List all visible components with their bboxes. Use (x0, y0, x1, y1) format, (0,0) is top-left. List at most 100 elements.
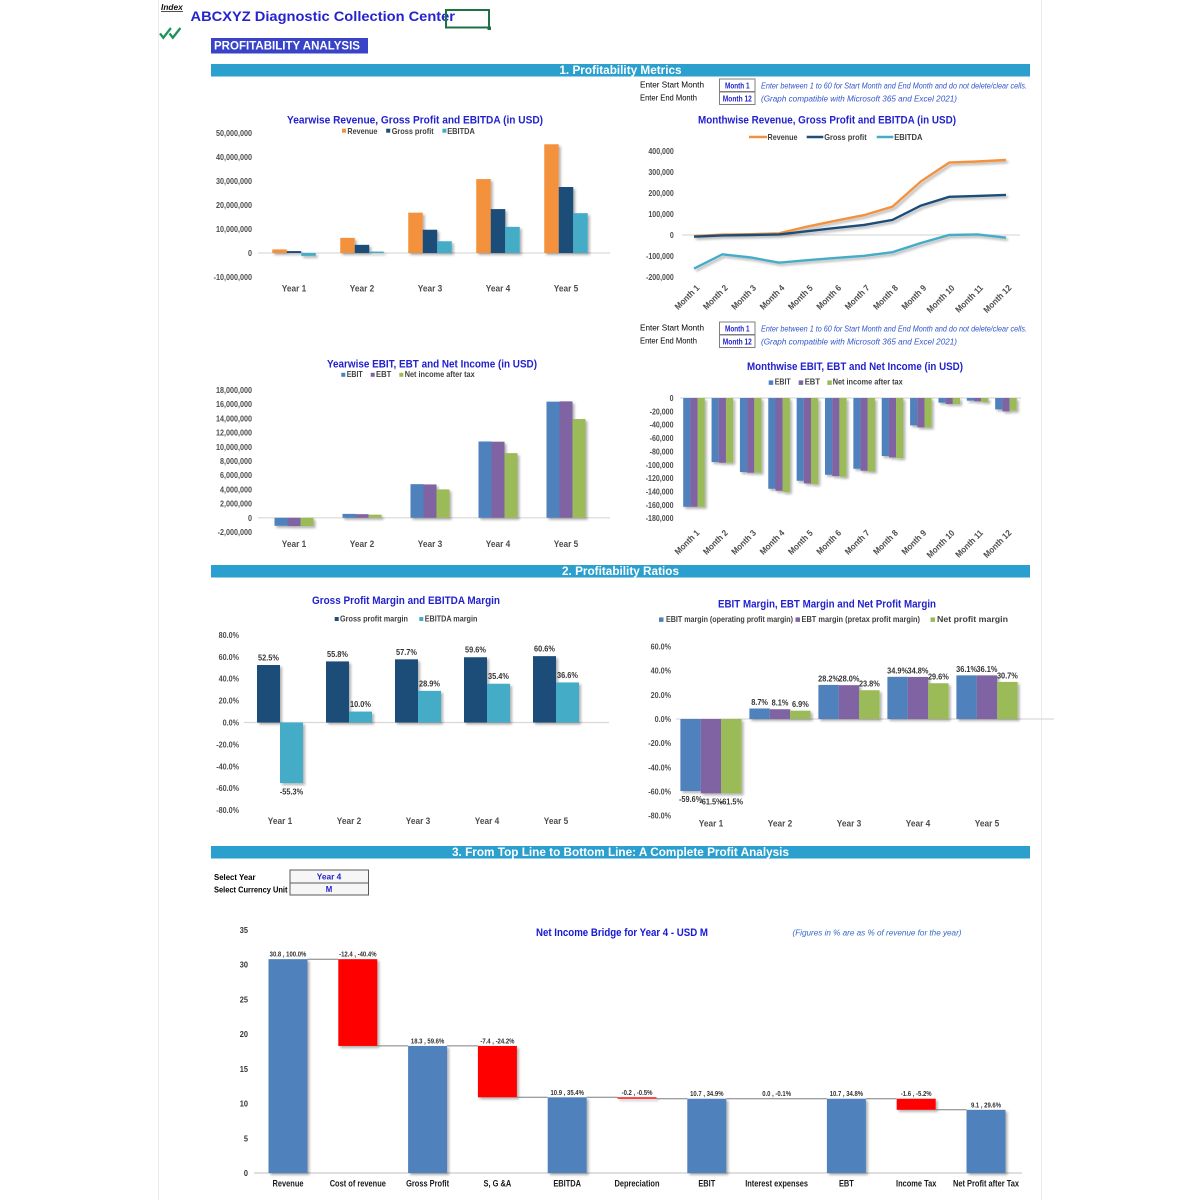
svg-text:52.5%: 52.5% (258, 654, 280, 663)
svg-text:-20.0%: -20.0% (216, 740, 239, 749)
svg-text:40.0%: 40.0% (651, 667, 672, 676)
svg-text:Month 12: Month 12 (981, 528, 1013, 560)
svg-text:Enter between 1 to 60 for Star: Enter between 1 to 60 for Start Month an… (761, 325, 1027, 334)
svg-text:Month 11: Month 11 (953, 528, 985, 560)
svg-text:Year 5: Year 5 (554, 284, 579, 294)
svg-text:9.1 , 29.6%: 9.1 , 29.6% (971, 1100, 1002, 1109)
svg-text:Month 1: Month 1 (725, 324, 750, 334)
svg-text:Month 1: Month 1 (725, 81, 750, 91)
svg-text:Select Year: Select Year (214, 872, 256, 882)
svg-text:EBITDA: EBITDA (447, 127, 475, 136)
svg-text:-60.0%: -60.0% (216, 784, 239, 793)
svg-text:EBIT margin (operating profit: EBIT margin (operating profit margin) (666, 615, 793, 624)
svg-text:30.7%: 30.7% (997, 671, 1019, 680)
svg-text:Year 4: Year 4 (906, 819, 931, 829)
svg-text:Index: Index (161, 2, 184, 12)
svg-text:Gross Profit: Gross Profit (406, 1179, 449, 1189)
svg-text:15: 15 (240, 1065, 249, 1074)
svg-text:Year 5: Year 5 (544, 816, 569, 826)
svg-text:2,000,000: 2,000,000 (220, 500, 252, 509)
svg-text:Year 4: Year 4 (486, 284, 511, 294)
svg-text:-10,000,000: -10,000,000 (214, 273, 253, 282)
svg-text:Year 3: Year 3 (418, 539, 443, 549)
svg-text:10.7 , 34.8%: 10.7 , 34.8% (830, 1089, 864, 1098)
svg-text:20.0%: 20.0% (651, 691, 672, 700)
svg-text:6,000,000: 6,000,000 (220, 471, 252, 480)
svg-text:EBITDA: EBITDA (894, 133, 922, 142)
svg-text:300,000: 300,000 (648, 168, 674, 177)
svg-text:Year 2: Year 2 (337, 816, 362, 826)
svg-text:59.6%: 59.6% (465, 646, 487, 655)
svg-text:Income Tax: Income Tax (896, 1179, 936, 1189)
svg-text:0.0 , -0.1%: 0.0 , -0.1% (762, 1089, 791, 1098)
svg-text:0: 0 (244, 1169, 248, 1178)
svg-text:8.7%: 8.7% (751, 698, 768, 707)
svg-text:23.8%: 23.8% (859, 680, 881, 689)
svg-text:Revenue: Revenue (768, 133, 798, 142)
svg-text:-60.0%: -60.0% (648, 788, 671, 797)
svg-text:36.6%: 36.6% (557, 671, 579, 680)
svg-text:20: 20 (240, 1030, 249, 1039)
svg-text:28.0%: 28.0% (839, 675, 861, 684)
svg-text:-61.5%: -61.5% (720, 797, 744, 806)
svg-text:Revenue: Revenue (347, 127, 377, 136)
svg-text:Month 2: Month 2 (701, 528, 730, 557)
svg-text:Yearwise Revenue, Gross Profit: Yearwise Revenue, Gross Profit and EBITD… (287, 115, 543, 127)
svg-text:-140,000: -140,000 (646, 487, 674, 496)
svg-text:10.0%: 10.0% (350, 700, 372, 709)
svg-text:EBIT: EBIT (775, 378, 791, 387)
svg-text:-7.4 , -24.2%: -7.4 , -24.2% (480, 1036, 515, 1045)
svg-text:-100,000: -100,000 (646, 461, 674, 470)
svg-text:Net profit margin: Net profit margin (937, 615, 1008, 624)
svg-text:Gross profit: Gross profit (824, 133, 867, 142)
svg-text:5: 5 (244, 1134, 248, 1143)
svg-text:Month 8: Month 8 (871, 528, 900, 557)
svg-text:EBIT Margin, EBT Margin and Ne: EBIT Margin, EBT Margin and Net Profit M… (718, 599, 936, 611)
svg-text:3. From Top Line to Bottom Lin: 3. From Top Line to Bottom Line: A Compl… (452, 845, 789, 859)
svg-text:10: 10 (240, 1100, 249, 1109)
svg-text:Year 1: Year 1 (699, 819, 724, 829)
svg-text:Year 5: Year 5 (975, 819, 1000, 829)
svg-text:(Figures in % are as % of reve: (Figures in % are as % of revenue for th… (793, 928, 962, 937)
svg-text:40,000,000: 40,000,000 (216, 153, 252, 162)
svg-text:34.9%: 34.9% (887, 666, 909, 675)
svg-text:-12.4 , -40.4%: -12.4 , -40.4% (339, 950, 377, 959)
svg-text:0.0%: 0.0% (655, 715, 672, 724)
svg-text:36.1%: 36.1% (956, 665, 978, 674)
svg-text:EBITDA: EBITDA (553, 1179, 581, 1189)
svg-text:Net Income Bridge for Year 4 -: Net Income Bridge for Year 4 - USD M (536, 927, 708, 939)
svg-text:Enter Start Month: Enter Start Month (640, 324, 704, 333)
svg-text:-200,000: -200,000 (646, 273, 674, 282)
svg-text:Year 4: Year 4 (486, 539, 511, 549)
svg-text:60.0%: 60.0% (219, 653, 240, 662)
svg-text:14,000,000: 14,000,000 (216, 414, 252, 423)
svg-text:200,000: 200,000 (648, 189, 674, 198)
svg-text:-40.0%: -40.0% (216, 762, 239, 771)
svg-text:Month 10: Month 10 (925, 283, 957, 315)
svg-text:EBT: EBT (376, 370, 391, 379)
svg-text:Year 1: Year 1 (282, 284, 307, 294)
svg-text:-80.0%: -80.0% (216, 806, 239, 815)
svg-text:-40,000: -40,000 (650, 421, 674, 430)
svg-text:Month 1: Month 1 (673, 283, 702, 312)
svg-text:Cost of revenue: Cost of revenue (330, 1179, 386, 1189)
svg-text:Month 10: Month 10 (925, 528, 957, 560)
svg-text:EBT: EBT (805, 378, 820, 387)
svg-text:Enter End Month: Enter End Month (640, 337, 697, 346)
svg-text:-20,000: -20,000 (650, 407, 674, 416)
svg-text:55.8%: 55.8% (327, 650, 349, 659)
svg-text:M: M (326, 884, 333, 894)
svg-text:Enter between 1 to 60 for Star: Enter between 1 to 60 for Start Month an… (761, 82, 1027, 91)
svg-text:Month 6: Month 6 (814, 528, 843, 557)
svg-text:0: 0 (248, 249, 252, 258)
svg-text:-55.3%: -55.3% (280, 788, 304, 797)
svg-text:Month 7: Month 7 (843, 528, 872, 557)
svg-text:-40.0%: -40.0% (648, 763, 671, 772)
svg-text:Yearwise EBIT, EBT and Net Inc: Yearwise EBIT, EBT and Net Income (in US… (327, 359, 537, 371)
svg-text:EBIT: EBIT (698, 1179, 715, 1189)
svg-text:Month 12: Month 12 (723, 94, 752, 104)
svg-text:30: 30 (240, 961, 249, 970)
svg-text:Year 3: Year 3 (837, 819, 862, 829)
svg-text:10.9 , 35.4%: 10.9 , 35.4% (551, 1088, 585, 1097)
svg-text:Gross Profit Margin and EBITD: Gross Profit Margin and EBITDA Margin (312, 595, 500, 607)
